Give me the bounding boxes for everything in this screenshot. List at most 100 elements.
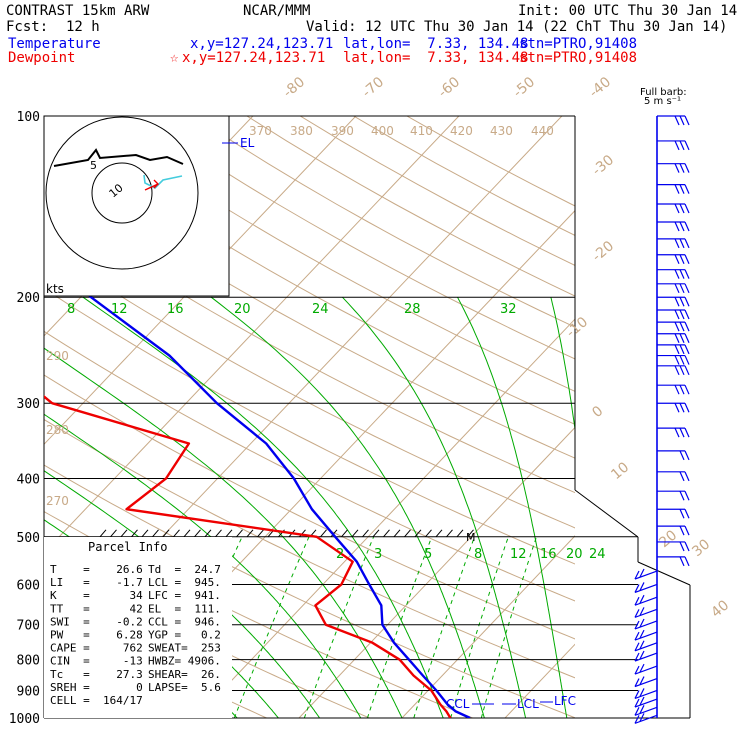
hatch-mark <box>320 529 327 538</box>
wind-barb <box>634 570 658 580</box>
barb-flag <box>684 115 690 126</box>
storm-motion-arrow-icon <box>144 179 160 191</box>
barb-flag <box>674 427 680 438</box>
barb-flag <box>639 705 645 714</box>
moist-label: 16 <box>167 302 184 317</box>
isotherm-label: -40 <box>586 74 614 101</box>
hatch-mark <box>383 529 390 538</box>
barb-flag <box>634 652 640 662</box>
isotherm-line <box>608 116 740 718</box>
hodograph-lower-trace <box>143 174 183 189</box>
barb-flag <box>634 678 640 687</box>
barb-flag <box>639 688 645 697</box>
wind-barb <box>634 689 658 700</box>
barb-flag <box>684 490 690 501</box>
frame-slant-3 <box>637 561 691 586</box>
barb-flag <box>679 333 685 344</box>
barb-flag <box>684 283 690 294</box>
dew-legend-latlon: lat,lon= 7.33, 134.48 <box>343 50 529 66</box>
isotherm-label: -20 <box>589 238 617 265</box>
moist-label: 12 <box>111 302 128 317</box>
mixing-ratio-label: 5 <box>424 547 432 562</box>
hatch-mark <box>456 529 464 538</box>
barb-flag <box>684 333 690 344</box>
moist-label: 32 <box>500 302 517 317</box>
temp-legend-latlon: lat,lon= 7.33, 134.48 <box>343 36 529 52</box>
hodograph-ring-label: 5 <box>90 159 97 172</box>
isotherm-line <box>298 426 575 718</box>
theta-label: 420 <box>450 124 473 138</box>
m-label: M <box>466 531 476 544</box>
frame-slant <box>574 489 639 538</box>
moist-label: 8 <box>67 302 75 317</box>
parcel-row-left: CIN = -13 <box>50 655 143 668</box>
dry-adiabat <box>246 116 575 297</box>
hatch-mark <box>362 529 369 538</box>
barb-flag <box>684 344 690 355</box>
barb-flag <box>679 508 685 519</box>
barb-flag <box>674 365 680 376</box>
mixing-ratio-label: 16 <box>540 547 557 562</box>
hatch-mark <box>99 529 107 538</box>
barb-flag <box>674 402 680 413</box>
parcel-row-right: SHEAR= 26. <box>148 668 221 681</box>
moist-label: 28 <box>404 302 421 317</box>
dew-legend-label: Dewpoint <box>8 50 76 66</box>
theta-side-label: 280 <box>46 423 69 437</box>
barb-legend-line2: 5 m s⁻¹ <box>644 96 681 107</box>
hatch-mark <box>183 529 191 538</box>
dry-adiabat <box>140 116 575 360</box>
hatch-mark <box>414 529 422 538</box>
barb-flag <box>679 115 685 126</box>
dry-adiabat <box>44 204 575 494</box>
hatch-mark <box>173 529 180 538</box>
fcst-label: Fcst: <box>6 19 49 35</box>
barb-flag <box>674 283 680 294</box>
hatch-mark <box>351 529 359 538</box>
isotherm-label: 30 <box>689 536 713 560</box>
moist-label: 24 <box>312 302 329 317</box>
barb-flag <box>679 296 685 307</box>
hatch-mark <box>194 529 201 538</box>
parcel-row-left: T = 26.6 <box>50 563 143 576</box>
moist-adiabat <box>210 296 485 718</box>
hatch-mark <box>393 529 401 538</box>
barb-flag <box>679 283 685 294</box>
barb-flag <box>639 568 645 578</box>
wind-barb <box>634 698 658 708</box>
barb-flag <box>679 556 685 567</box>
temp-legend-stn: stn=PTRO,91408 <box>519 36 638 52</box>
barb-flag <box>639 607 645 616</box>
barb-flag <box>634 584 640 593</box>
isotherm-label: 40 <box>708 597 732 621</box>
barb-flag <box>639 629 645 639</box>
barb-flag <box>634 707 640 716</box>
dew-legend-stn: stn=PTRO,91408 <box>519 50 638 66</box>
theta-label: 390 <box>331 124 354 138</box>
wind-barbs <box>634 115 690 724</box>
parcel-row-left: PW = 6.28 <box>50 629 143 642</box>
barb-flag <box>639 713 645 722</box>
barb-flag <box>679 203 685 214</box>
isotherm-label: -60 <box>435 74 463 101</box>
wind-barb <box>634 583 658 594</box>
mixing-ratio-label: 12 <box>510 547 527 562</box>
barb-flag <box>674 221 680 232</box>
hatch-mark <box>435 529 443 538</box>
theta-label: 370 <box>249 124 272 138</box>
parcel-row-right: CCL = 946. <box>148 615 221 628</box>
barb-flag <box>684 556 690 567</box>
hatch-mark <box>120 529 128 538</box>
wind-barb <box>634 665 658 675</box>
parcel-row-right: Td = 24.7 <box>148 563 221 576</box>
barb-flag <box>674 203 680 214</box>
pressure-tick-label: 100 <box>17 110 40 125</box>
wind-barb <box>634 652 658 662</box>
pressure-tick-label: 500 <box>17 531 40 546</box>
barb-flag <box>639 696 645 706</box>
isotherm-label: -80 <box>280 74 308 101</box>
wind-barb <box>634 642 658 652</box>
ccl-label: CCL <box>446 697 470 711</box>
barb-flag <box>684 321 690 332</box>
